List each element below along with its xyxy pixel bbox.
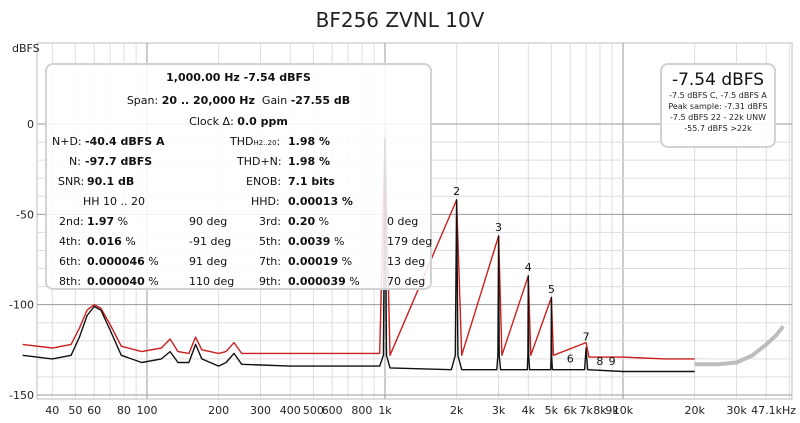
level-line-3: -7.5 dBFS 22 - 22k UNW: [669, 113, 767, 122]
n-label: N:: [69, 155, 81, 168]
series-layer: [22, 136, 785, 373]
harmonic-deg: -91 deg: [189, 235, 232, 248]
x-tick-label: 7k: [579, 404, 593, 417]
y-tick-label: -100: [9, 299, 34, 312]
y-tick-labels: 0 -50 -100 -150: [9, 118, 34, 402]
x-tick-label: 60: [87, 404, 101, 417]
level-line-2: Peak sample: -7.31 dBFS: [668, 102, 768, 111]
x-tick-label: 100: [137, 404, 158, 417]
thdn-label: THD+N:: [237, 155, 282, 168]
snr-label: SNR:: [58, 175, 85, 188]
harmonic-marker: 2: [453, 185, 460, 198]
nd-label: N+D:: [52, 135, 82, 148]
harmonic-deg: 0 deg: [387, 215, 419, 228]
snr-value: 90.1 dB: [87, 175, 135, 188]
x-tick-label: 20k: [684, 404, 705, 417]
chart-title: BF256 ZVNL 10V: [315, 8, 485, 32]
harmonic-label: 8th:: [59, 275, 81, 288]
harmonic-deg: 110 deg: [189, 275, 235, 288]
harmonic-pct: 0.000039 %: [288, 275, 360, 288]
hhd-value: 0.00013 %: [288, 195, 353, 208]
harmonic-marker: 4: [525, 261, 532, 274]
x-tick-label: 500: [303, 404, 324, 417]
y-axis-label: dBFS: [12, 42, 40, 55]
series-line-2: [694, 325, 785, 367]
x-tick-label: 30k: [726, 404, 747, 417]
level-box[interactable]: -7.54 dBFS -7.5 dBFS C, -7.5 dBFS A Peak…: [660, 63, 776, 148]
harmonic-marker: 7: [583, 330, 590, 343]
x-tick-label: 1k: [378, 404, 392, 417]
x-tick-label: 400: [280, 404, 301, 417]
x-tick-label: 40: [45, 404, 59, 417]
measurement-panel[interactable]: 1,000.00 Hz -7.54 dBFS Span: 20 .. 20,00…: [45, 63, 432, 290]
x-tick-label: 10k: [613, 404, 634, 417]
harmonic-marker: 8: [596, 355, 603, 368]
thdn-value: 1.98 %: [288, 155, 330, 168]
harmonic-label: 7th:: [259, 255, 281, 268]
x-tick-label: 47.1kHz: [751, 404, 796, 417]
span-gain-readout: Span: 20 .. 20,000 Hz Gain -27.55 dB: [126, 94, 351, 107]
harmonic-label: 6th:: [59, 255, 81, 268]
harmonic-pct: 1.97 %: [87, 215, 129, 228]
thd-value: 1.98 %: [288, 135, 330, 148]
thd-label: THDH2..20:: [230, 135, 281, 148]
fundamental-readout: 1,000.00 Hz -7.54 dBFS: [166, 71, 311, 84]
harmonic-pct: 0.000040 %: [87, 275, 159, 288]
harmonic-marker: 3: [495, 221, 502, 234]
x-tick-label: 4k: [522, 404, 536, 417]
harmonic-pct: 0.00019 %: [288, 255, 353, 268]
x-tick-label: 50: [68, 404, 82, 417]
harmonic-pct: 0.016 %: [87, 235, 136, 248]
x-tick-label: 5k: [545, 404, 559, 417]
x-tick-label: 300: [250, 404, 271, 417]
enob-value: 7.1 bits: [288, 175, 335, 188]
x-tick-label: 8k: [593, 404, 607, 417]
harmonic-deg: 70 deg: [387, 275, 426, 288]
harmonic-marker: 9: [609, 355, 616, 368]
harmonic-label: 9th:: [259, 275, 281, 288]
x-tick-label: 800: [351, 404, 372, 417]
x-tick-label: 2k: [450, 404, 464, 417]
enob-label: ENOB:: [246, 175, 282, 188]
y-tick-label: -150: [9, 389, 34, 402]
level-value: -7.54 dBFS: [671, 70, 765, 90]
harmonic-label: 4th:: [59, 235, 81, 248]
harmonic-label: 5th:: [259, 235, 281, 248]
nd-value: -40.4 dBFS A: [85, 135, 165, 148]
harmonic-pct: 0.0039 %: [288, 235, 345, 248]
harmonic-label: 3rd:: [259, 215, 282, 228]
harmonic-pct: 0.20 %: [288, 215, 330, 228]
x-tick-label: 200: [208, 404, 229, 417]
harmonic-deg: 13 deg: [387, 255, 426, 268]
x-tick-label: 600: [322, 404, 343, 417]
level-line-1: -7.5 dBFS C, -7.5 dBFS A: [669, 91, 767, 100]
hh-label: HH 10 .. 20: [83, 195, 146, 208]
harmonic-label: 2nd:: [59, 215, 84, 228]
x-tick-label: 80: [117, 404, 131, 417]
harmonic-deg: 179 deg: [387, 235, 433, 248]
clock-readout: Clock Δ: 0.0 ppm: [189, 115, 288, 128]
y-tick-label: 0: [27, 118, 34, 131]
x-tick-label: 6k: [564, 404, 578, 417]
series-line-0: [22, 137, 695, 373]
harmonic-marker: 6: [567, 353, 574, 366]
harmonic-deg: 90 deg: [189, 215, 228, 228]
x-tick-label: 3k: [492, 404, 506, 417]
x-tick-label: 9k: [605, 404, 619, 417]
series-line-1: [22, 136, 695, 360]
harmonic-pct: 0.000046 %: [87, 255, 159, 268]
harmonic-deg: 91 deg: [189, 255, 228, 268]
harmonic-marker: 5: [548, 283, 555, 296]
y-tick-label: -50: [16, 208, 34, 221]
level-line-4: -55.7 dBFS >22k: [684, 124, 752, 133]
n-value: -97.7 dBFS: [85, 155, 153, 168]
hhd-label: HHD:: [251, 195, 280, 208]
